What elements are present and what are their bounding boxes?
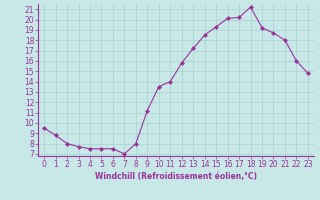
X-axis label: Windchill (Refroidissement éolien,°C): Windchill (Refroidissement éolien,°C) [95, 172, 257, 181]
